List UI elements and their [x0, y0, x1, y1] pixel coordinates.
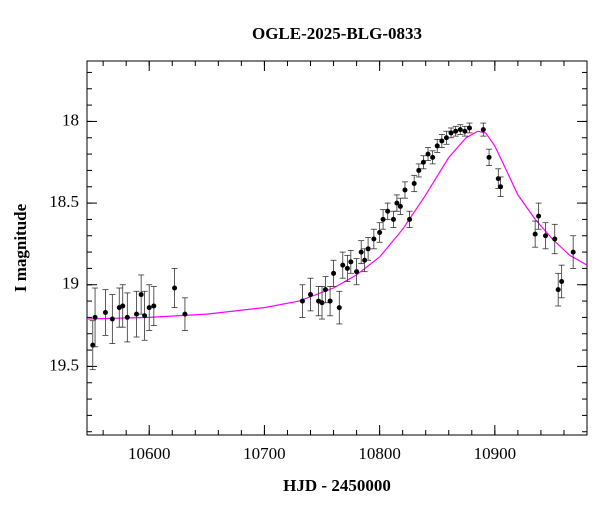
data-point: [344, 265, 350, 271]
data-point: [430, 154, 436, 160]
data-point: [354, 269, 360, 275]
x-tick-label: 10800: [358, 444, 401, 463]
data-point: [308, 292, 314, 298]
data-point: [102, 310, 108, 316]
data-point: [434, 143, 440, 149]
y-tick-label: 18.5: [49, 192, 79, 211]
data-point: [425, 151, 431, 157]
data-point: [536, 213, 542, 219]
data-point: [331, 270, 337, 276]
data-point: [443, 135, 449, 141]
data-point: [532, 231, 538, 237]
data-point: [559, 278, 565, 284]
data-point: [457, 127, 463, 133]
data-point: [570, 249, 576, 255]
data-point: [552, 236, 558, 242]
x-tick-label: 10600: [128, 444, 171, 463]
data-point: [407, 216, 413, 222]
data-point: [402, 187, 408, 193]
data-point: [498, 184, 504, 190]
data-point: [362, 257, 368, 263]
data-point: [327, 298, 333, 304]
data-point: [336, 305, 342, 311]
data-point: [358, 249, 364, 255]
y-tick-label: 19: [62, 274, 79, 293]
data-point: [151, 303, 157, 309]
data-point: [411, 180, 417, 186]
data-point: [340, 262, 346, 268]
data-point: [371, 236, 377, 242]
y-tick-label: 19.5: [49, 355, 79, 374]
data-point: [486, 154, 492, 160]
data-point: [394, 200, 400, 206]
data-point: [397, 203, 403, 209]
data-point: [453, 128, 459, 134]
data-point: [92, 314, 98, 320]
data-point: [377, 229, 383, 235]
data-point: [120, 303, 126, 309]
data-point: [480, 127, 486, 133]
data-point: [385, 208, 391, 214]
data-point: [299, 298, 305, 304]
data-point: [420, 159, 426, 165]
data-point: [365, 246, 371, 252]
y-tick-label: 18: [62, 110, 79, 129]
data-point: [348, 259, 354, 265]
model-curve: [86, 130, 588, 320]
data-point: [416, 167, 422, 173]
data-point: [462, 128, 468, 134]
data-point: [380, 216, 386, 222]
data-point: [390, 216, 396, 222]
x-tick-label: 10900: [474, 444, 517, 463]
chart-title: OGLE-2025-BLG-0833: [252, 24, 422, 43]
data-point: [322, 287, 328, 293]
data-point: [146, 305, 152, 311]
data-point: [439, 138, 445, 144]
data-point: [109, 316, 115, 322]
data-point: [134, 311, 140, 317]
data-point: [466, 125, 472, 131]
data-point: [182, 311, 188, 317]
data-point: [142, 313, 148, 319]
data-point: [448, 130, 454, 136]
data-point: [138, 292, 144, 298]
data-point: [319, 300, 325, 306]
data-point: [555, 287, 561, 293]
data-point: [124, 314, 130, 320]
data-point: [543, 233, 549, 239]
plot-frame: [86, 60, 588, 436]
y-axis-label: I magnitude: [11, 203, 30, 292]
x-tick-label: 10700: [243, 444, 286, 463]
data-point: [172, 285, 178, 291]
x-axis-label: HJD - 2450000: [283, 476, 391, 495]
